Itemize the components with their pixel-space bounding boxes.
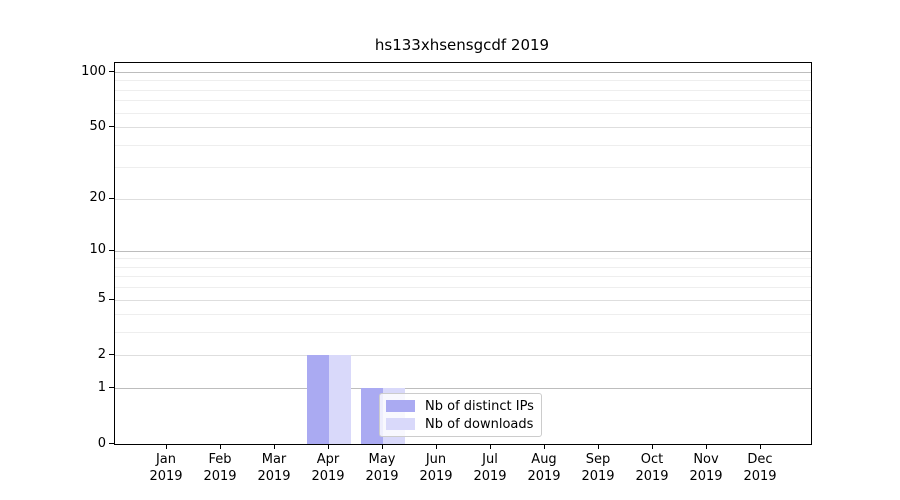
y-tick-50: [109, 126, 114, 128]
x-tick-label-nov: Nov 2019: [689, 451, 723, 484]
legend-label-downloads: Nb of downloads: [425, 416, 534, 432]
plot-area: Nb of distinct IPs Nb of downloads: [114, 62, 812, 445]
x-tick-jun: [436, 444, 437, 449]
y-tick-label-50: 50: [89, 118, 106, 134]
x-tick-label-oct: Oct 2019: [635, 451, 669, 484]
y-tick-label-10: 10: [89, 242, 106, 258]
y-tick-20: [109, 197, 114, 199]
grid-line-y10: [115, 250, 811, 252]
grid-line-y50: [115, 127, 811, 129]
grid-line-y70: [115, 100, 811, 102]
x-tick-apr: [328, 444, 329, 449]
grid-line-y3: [115, 332, 811, 334]
y-tick-label-5: 5: [97, 291, 106, 307]
x-tick-sep: [598, 444, 599, 449]
y-tick-label-1: 1: [97, 379, 106, 395]
x-tick-nov: [706, 444, 707, 449]
x-tick-label-apr: Apr 2019: [311, 451, 345, 484]
legend-swatch-downloads: [386, 418, 415, 430]
x-tick-jan: [166, 444, 167, 449]
x-tick-label-mar: Mar 2019: [257, 451, 291, 484]
legend: Nb of distinct IPs Nb of downloads: [379, 393, 542, 437]
x-tick-mar: [274, 444, 275, 449]
grid-line-y80: [115, 89, 811, 91]
x-tick-may: [382, 444, 383, 449]
legend-item-downloads: Nb of downloads: [386, 417, 535, 432]
grid-line-y60: [115, 112, 811, 114]
bar-distinct-ips-apr: [307, 355, 329, 444]
chart-title: hs133xhsensgcdf 2019: [374, 36, 550, 54]
bar-distinct-ips-may: [361, 388, 383, 444]
x-tick-label-jun: Jun 2019: [419, 451, 453, 484]
grid-line-y100: [115, 72, 811, 73]
y-tick-1: [109, 387, 114, 389]
grid-line-y40: [115, 144, 811, 146]
x-tick-label-feb: Feb 2019: [203, 451, 237, 484]
grid-line-y2: [115, 355, 811, 357]
grid-line-y4: [115, 314, 811, 316]
grid-line-y1: [115, 388, 811, 390]
grid-line-y9: [115, 258, 811, 260]
grid-line-y90: [115, 80, 811, 82]
grid-line-y8: [115, 266, 811, 268]
x-tick-label-jul: Jul 2019: [473, 451, 507, 484]
y-tick-0: [109, 443, 114, 444]
y-tick-label-0: 0: [97, 435, 106, 451]
x-tick-oct: [652, 444, 653, 449]
y-tick-10: [109, 249, 114, 251]
grid-line-y6: [115, 287, 811, 289]
y-tick-2: [109, 354, 114, 356]
grid-line-y30: [115, 167, 811, 169]
x-tick-label-aug: Aug 2019: [527, 451, 561, 484]
x-tick-dec: [760, 444, 761, 449]
y-tick-100: [109, 71, 114, 72]
legend-swatch-distinct-ips: [386, 400, 415, 412]
legend-item-distinct-ips: Nb of distinct IPs: [386, 399, 535, 414]
y-tick-label-20: 20: [89, 190, 106, 206]
x-tick-label-may: May 2019: [365, 451, 399, 484]
legend-label-distinct-ips: Nb of distinct IPs: [425, 398, 534, 414]
y-tick-5: [109, 298, 114, 300]
y-tick-label-100: 100: [81, 63, 106, 79]
bar-downloads-apr: [329, 355, 351, 444]
x-tick-label-sep: Sep 2019: [581, 451, 615, 484]
x-tick-aug: [544, 444, 545, 449]
x-tick-label-dec: Dec 2019: [743, 451, 777, 484]
x-tick-jul: [490, 444, 491, 449]
grid-line-y7: [115, 276, 811, 278]
grid-line-y5: [115, 299, 811, 301]
x-tick-label-jan: Jan 2019: [149, 451, 183, 484]
grid-line-y20: [115, 198, 811, 200]
y-tick-label-2: 2: [97, 346, 106, 362]
x-tick-feb: [220, 444, 221, 449]
